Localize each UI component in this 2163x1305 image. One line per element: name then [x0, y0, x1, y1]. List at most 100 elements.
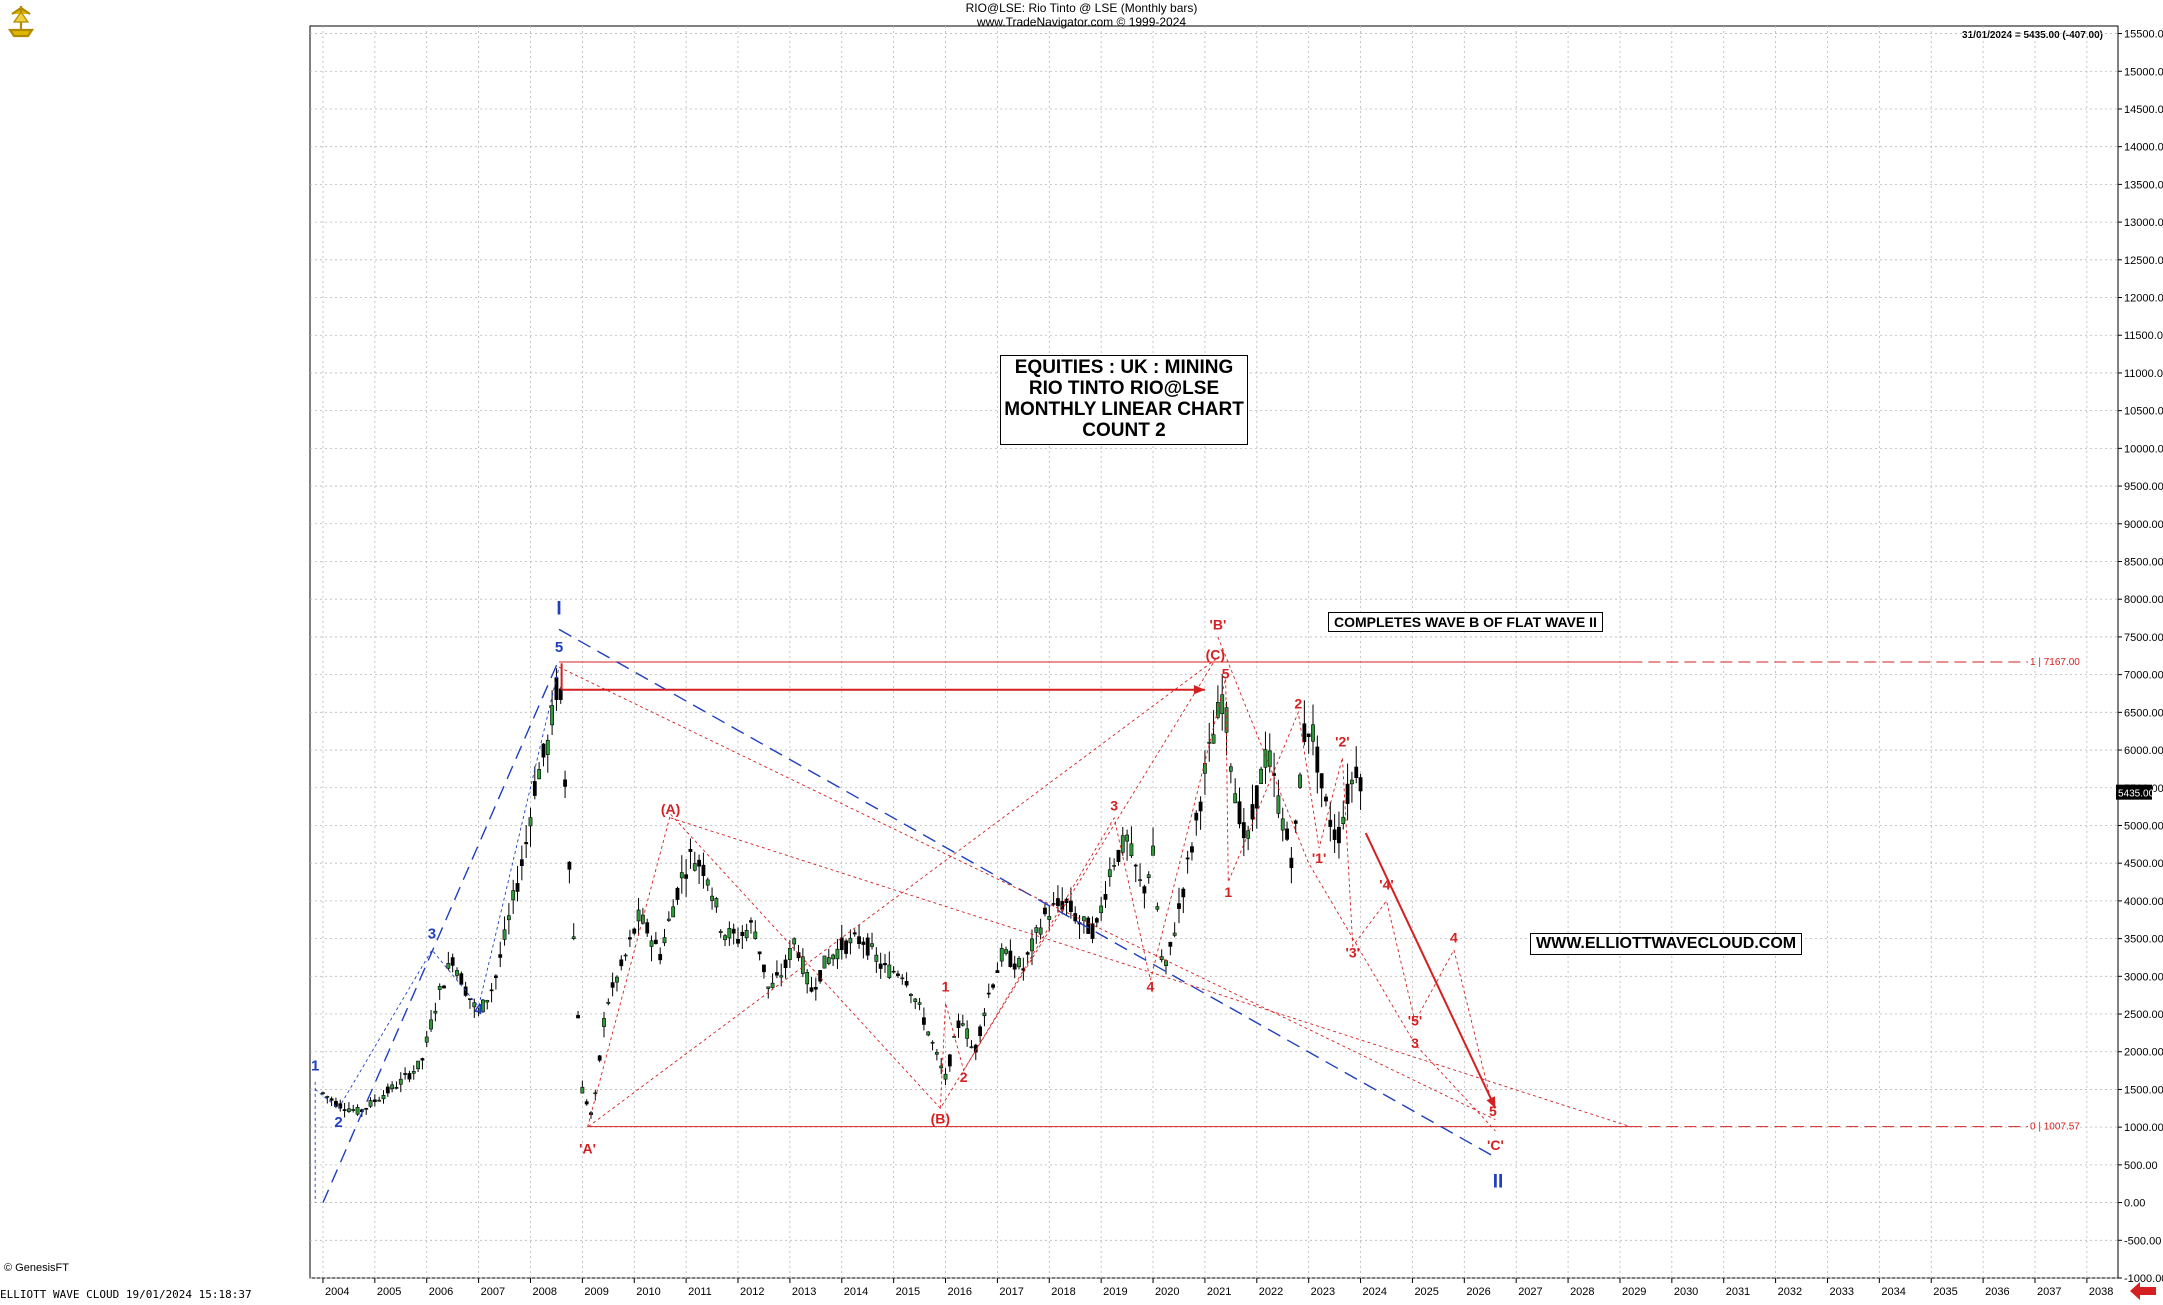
bar-body [1345, 783, 1350, 804]
bar-body [407, 1073, 412, 1080]
x-tick-label: 2008 [532, 1286, 556, 1298]
bar-body [930, 1041, 935, 1044]
bar-body [1337, 826, 1341, 844]
bar-body [913, 998, 918, 1003]
x-tick-label: 2009 [584, 1286, 608, 1298]
bar-body [355, 1107, 360, 1115]
bar-body [502, 929, 507, 940]
bar-body [922, 1017, 926, 1025]
bar-body [571, 936, 576, 939]
y-tick-label: 7500.00 [2124, 632, 2163, 644]
bar-body [960, 1023, 965, 1026]
bar-body [1198, 801, 1203, 812]
subwave-path [939, 678, 1494, 1109]
x-tick-label: 2026 [1466, 1286, 1490, 1298]
bar-body [602, 1018, 606, 1027]
bar-body [1038, 927, 1043, 935]
bar-body [567, 861, 572, 870]
bar-body [1004, 949, 1008, 954]
wave-label-red: '5' [1408, 1012, 1422, 1028]
bar-body [420, 1058, 425, 1061]
bar-body [437, 985, 442, 990]
bar-body [995, 970, 1000, 973]
bar-body [1224, 707, 1229, 733]
bar-body [723, 935, 727, 941]
bar-body [766, 986, 771, 989]
wave-label-red: 4 [1147, 978, 1155, 994]
bar-body [1155, 906, 1160, 910]
bar-body [744, 929, 749, 939]
bar-body [688, 848, 693, 852]
bar-body [826, 957, 831, 964]
ship-logo-icon[interactable] [4, 4, 38, 38]
bar-body [498, 954, 503, 958]
wave-label-blue: 5 [555, 639, 563, 656]
x-tick-label: 2020 [1155, 1286, 1179, 1298]
bar-body [511, 890, 516, 901]
y-tick-label: 1000.00 [2124, 1122, 2163, 1134]
bar-body [1319, 773, 1324, 789]
bar-body [1302, 723, 1307, 743]
bar-body [1068, 900, 1073, 912]
price-bars [321, 668, 1363, 1119]
bar-body [545, 739, 550, 755]
bar-body [736, 938, 740, 944]
bar-body [1354, 766, 1359, 778]
bar-body [606, 1001, 611, 1004]
bar-body [1025, 952, 1030, 955]
wave-note-box: COMPLETES WAVE B OF FLAT WAVE II [1328, 612, 1603, 632]
x-tick-label: 2014 [844, 1286, 868, 1298]
x-tick-label: 2034 [1881, 1286, 1905, 1298]
description-line-4: COUNT 2 [1082, 420, 1166, 441]
y-tick-label: 0.00 [2124, 1198, 2145, 1210]
bar-body [442, 985, 446, 989]
y-tick-label: 8500.00 [2124, 556, 2163, 568]
bar-body [450, 957, 455, 966]
bar-body [1177, 903, 1181, 909]
bar-body [991, 984, 995, 988]
bar-body [857, 936, 861, 944]
bar-body [645, 922, 650, 934]
projection-arrow-down-head [1486, 1096, 1496, 1109]
bar-body [718, 931, 723, 933]
y-tick-label: 2500.00 [2124, 1009, 2163, 1021]
footer-timestamp: ELLIOTT WAVE CLOUD 19/01/2024 15:18:37 [0, 1288, 252, 1301]
bar-body [390, 1084, 395, 1090]
level-label: 0 | 1007.57 [2030, 1122, 2080, 1133]
wave-label-blue: 4 [474, 1001, 483, 1018]
bar-body [1194, 812, 1199, 821]
bar-body [429, 1019, 433, 1030]
bar-body [1207, 741, 1212, 744]
bar-body [329, 1098, 334, 1101]
bar-body [446, 963, 451, 969]
bar-body [986, 992, 991, 995]
x-tick-label: 2018 [1051, 1286, 1075, 1298]
bar-body [762, 964, 766, 973]
bar-body [904, 981, 909, 986]
wave-i-line [322, 659, 560, 1203]
bar-body [848, 937, 853, 944]
bar-body [658, 954, 663, 961]
bar-body [364, 1108, 369, 1110]
bar-body [926, 1031, 931, 1036]
bar-body [632, 928, 637, 934]
x-tick-label: 2027 [1518, 1286, 1542, 1298]
x-tick-label: 2036 [1985, 1286, 2009, 1298]
price-tag-bg [2116, 784, 2152, 800]
bar-body [1358, 777, 1363, 792]
bar-body [1081, 916, 1086, 921]
red-back-arrow-icon[interactable] [2128, 1280, 2158, 1302]
wave-c-projection [1217, 636, 1496, 1132]
wave-label-red: (C) [1206, 647, 1225, 663]
bar-body [662, 937, 667, 944]
bar-body [692, 863, 697, 871]
bar-body [472, 1002, 477, 1008]
bar-body [796, 952, 801, 959]
projection-arrow-down [1364, 832, 1497, 1109]
y-tick-label: 15000.00 [2124, 66, 2163, 78]
y-tick-label: 4000.00 [2124, 896, 2163, 908]
bar-body [740, 931, 745, 937]
bar-body [1094, 918, 1099, 923]
y-tick-label: 1500.00 [2124, 1084, 2163, 1096]
